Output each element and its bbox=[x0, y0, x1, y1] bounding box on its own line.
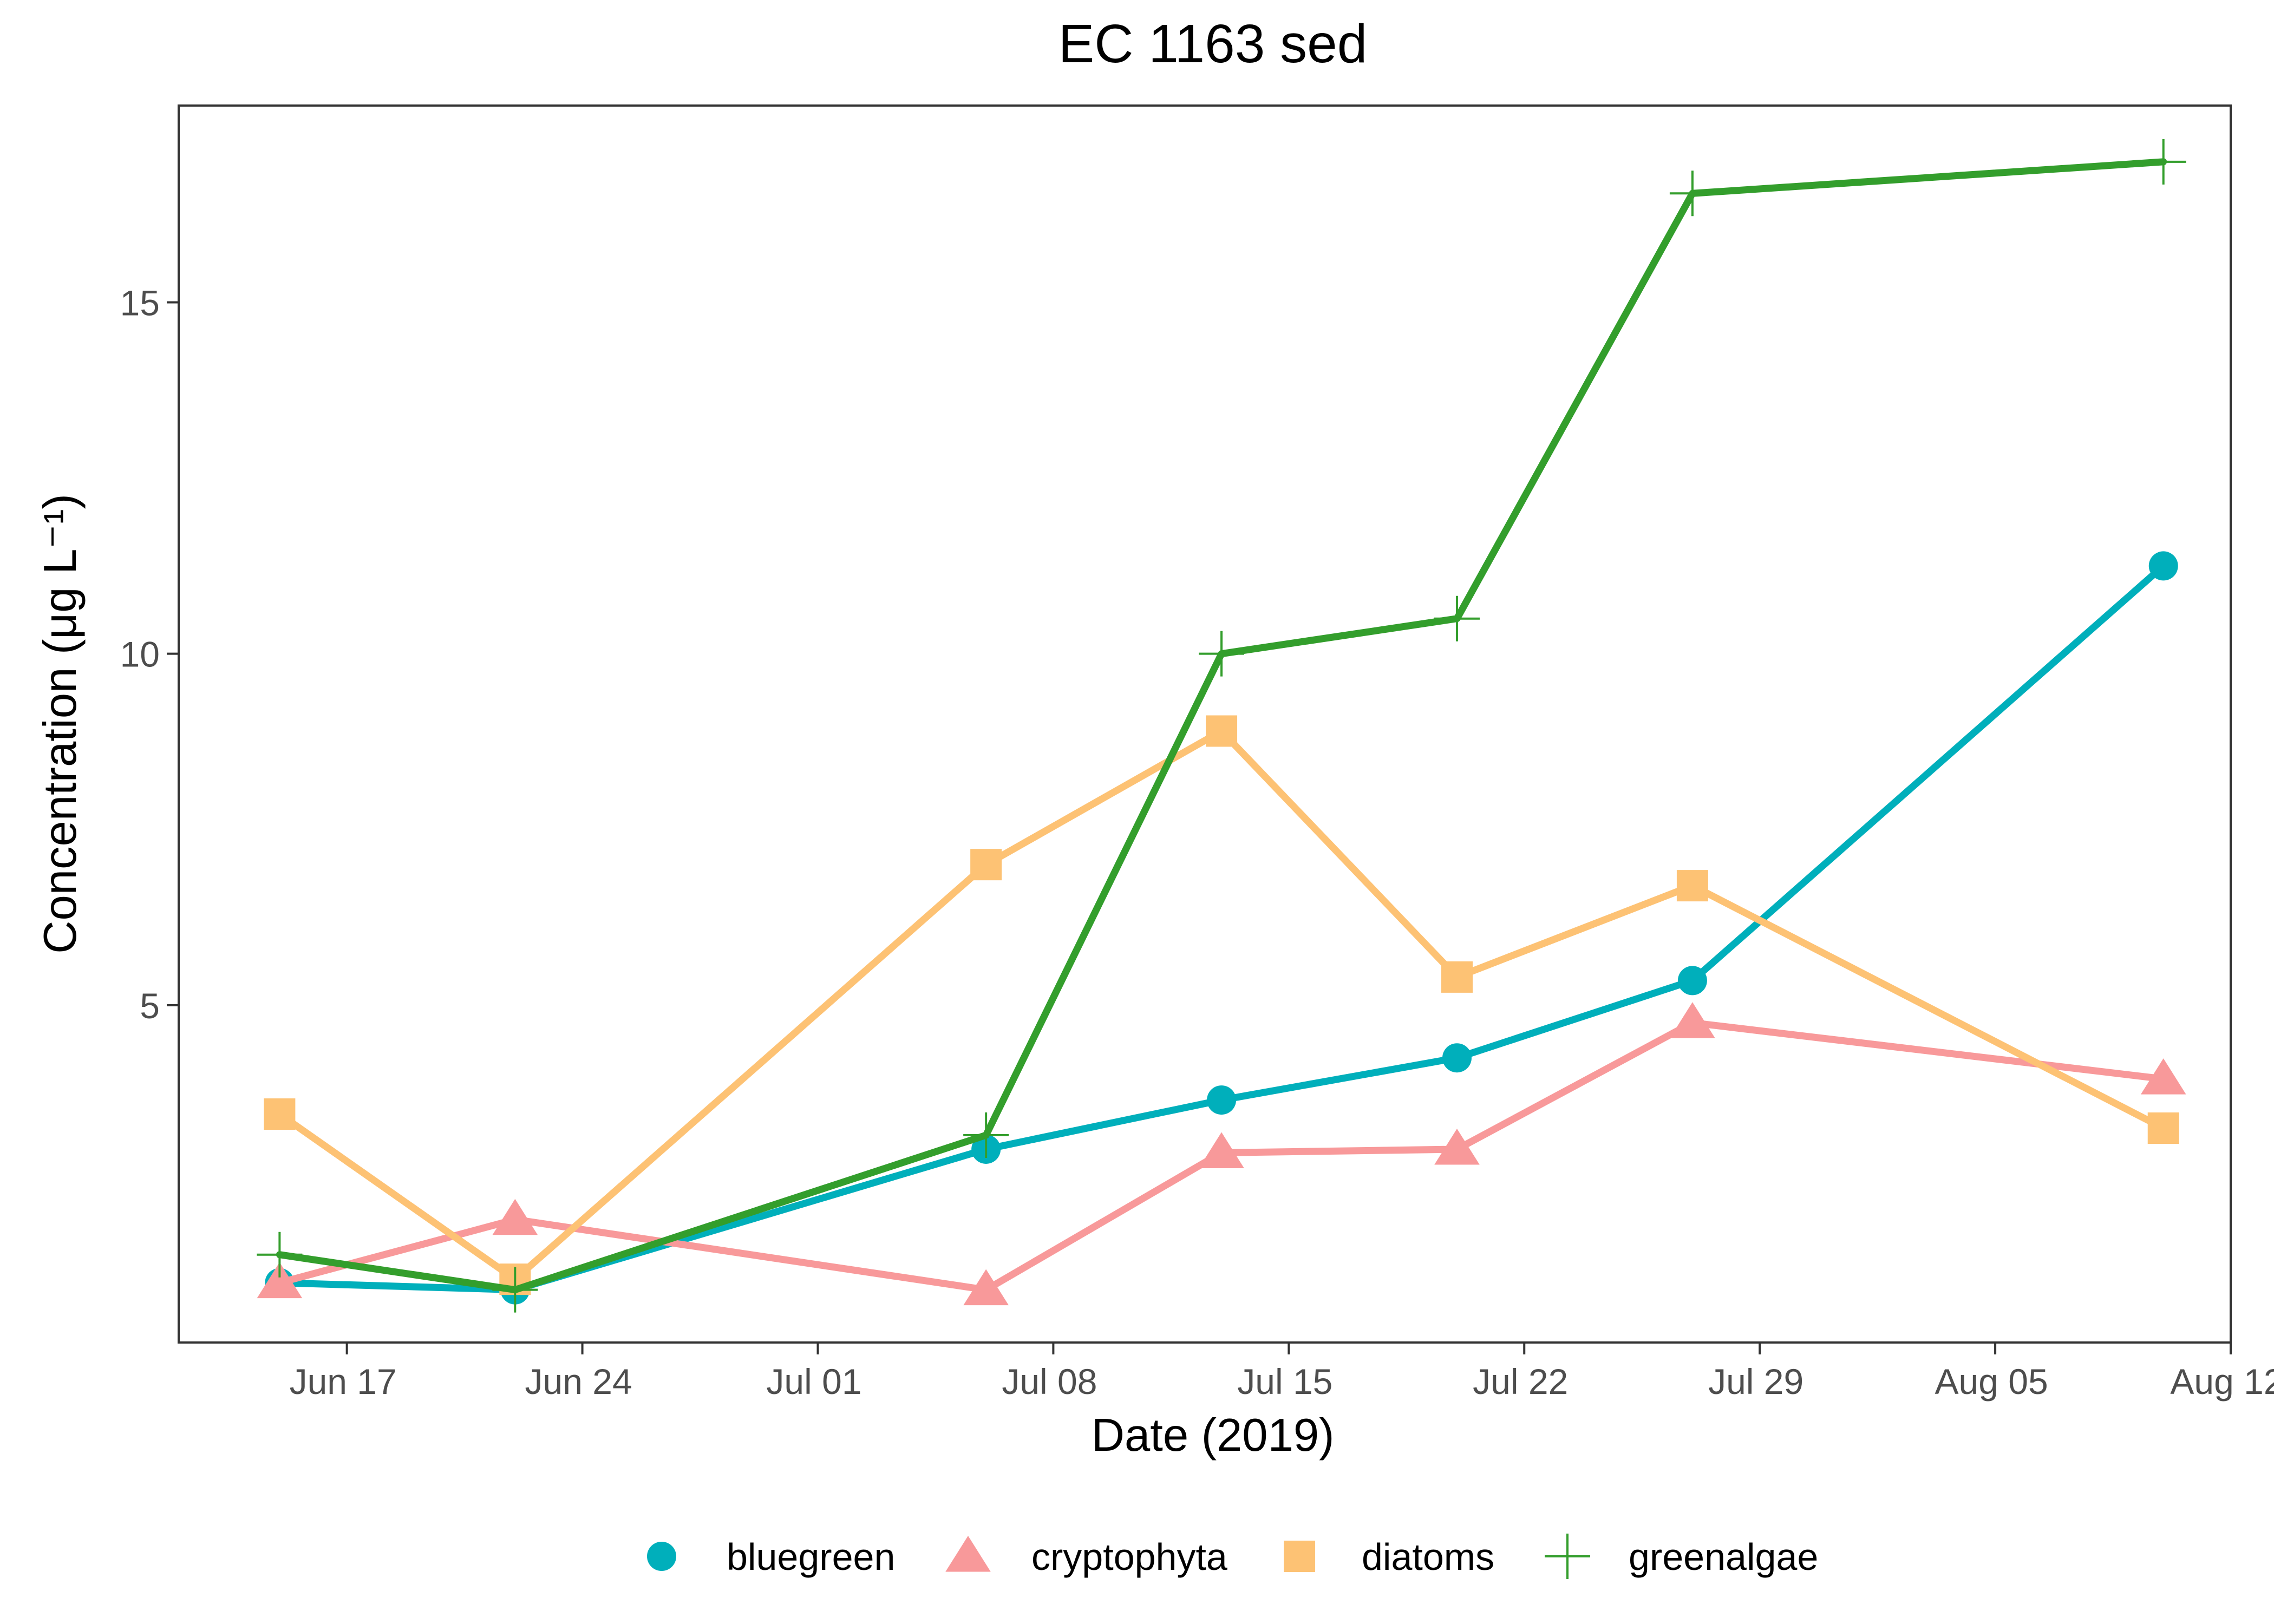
data-point-cryptophyta bbox=[257, 1262, 303, 1299]
x-tick-label: Jul 29 bbox=[1708, 1361, 1803, 1402]
data-point-diatoms bbox=[970, 849, 1002, 881]
data-point-cryptophyta bbox=[1670, 1002, 1715, 1038]
data-point-diatoms bbox=[1441, 961, 1473, 993]
y-tick-label: 15 bbox=[120, 283, 160, 323]
data-point-greenalgae bbox=[1669, 171, 1715, 217]
legend-key-diatoms bbox=[1284, 1541, 1315, 1572]
data-point-cryptophyta bbox=[2140, 1058, 2186, 1095]
data-point-greenalgae bbox=[1199, 631, 1245, 677]
legend-item-cryptophyta: cryptophyta bbox=[945, 1536, 1227, 1578]
data-point-diatoms bbox=[1676, 870, 1708, 902]
legend-label-diatoms: diatoms bbox=[1362, 1536, 1494, 1578]
legend-item-bluegreen: bluegreen bbox=[647, 1536, 895, 1578]
data-point-diatoms bbox=[264, 1098, 296, 1130]
data-point-cryptophyta bbox=[492, 1199, 538, 1235]
x-axis-label: Date (2019) bbox=[1092, 1410, 1335, 1461]
x-tick-label: Aug 12 bbox=[2170, 1361, 2274, 1402]
data-point-bluegreen bbox=[1442, 1043, 1472, 1073]
legend: bluegreen cryptophyta diatoms greenalgae bbox=[647, 1534, 1818, 1579]
data-point-diatoms bbox=[2147, 1112, 2179, 1144]
x-tick-label: Jul 01 bbox=[766, 1361, 861, 1402]
data-point-bluegreen bbox=[1207, 1085, 1237, 1115]
data-point-bluegreen bbox=[1677, 966, 1707, 996]
legend-item-greenalgae: greenalgae bbox=[1545, 1534, 1818, 1579]
data-point-diatoms bbox=[1206, 715, 1238, 747]
y-tick-label: 5 bbox=[140, 986, 160, 1026]
x-tick-label: Jul 15 bbox=[1237, 1361, 1332, 1402]
x-tick-label: Jul 22 bbox=[1473, 1361, 1568, 1402]
series-greenalgae bbox=[257, 139, 2186, 1313]
y-axis-label: Concentration (μg L⁻¹) bbox=[35, 494, 86, 954]
data-point-greenalgae bbox=[2140, 139, 2186, 185]
plot-area bbox=[178, 104, 2232, 1344]
x-tick-label: Jul 08 bbox=[1002, 1361, 1097, 1402]
x-tick-label: Jun 24 bbox=[525, 1361, 632, 1402]
chart-title: EC 1163 sed bbox=[1058, 14, 1368, 74]
data-point-greenalgae bbox=[1434, 595, 1480, 641]
legend-label-cryptophyta: cryptophyta bbox=[1031, 1536, 1227, 1578]
legend-key-greenalgae bbox=[1545, 1534, 1590, 1579]
data-point-greenalgae bbox=[963, 1112, 1009, 1158]
series-layer bbox=[257, 139, 2186, 1313]
x-tick-label: Aug 05 bbox=[1935, 1361, 2048, 1402]
x-tick-label: Jun 17 bbox=[290, 1361, 397, 1402]
legend-key-bluegreen bbox=[647, 1542, 676, 1571]
data-point-bluegreen bbox=[2148, 551, 2178, 581]
plot-panel-border bbox=[178, 104, 2232, 1344]
y-axis: 5 10 15 bbox=[120, 283, 179, 1026]
legend-label-greenalgae: greenalgae bbox=[1629, 1536, 1818, 1578]
data-point-greenalgae bbox=[257, 1232, 303, 1278]
x-axis: Jun 17 Jun 24 Jul 01 Jul 08 Jul 15 Jul 22 Jul … bbox=[290, 1343, 2274, 1402]
legend-key-cryptophyta bbox=[945, 1536, 991, 1572]
series-cryptophyta bbox=[257, 1002, 2186, 1306]
legend-label-bluegreen: bluegreen bbox=[727, 1536, 895, 1578]
legend-item-diatoms: diatoms bbox=[1284, 1536, 1494, 1578]
data-point-cryptophyta bbox=[1434, 1128, 1480, 1165]
data-point-greenalgae bbox=[492, 1267, 538, 1313]
data-point-cryptophyta bbox=[963, 1269, 1009, 1306]
data-point-cryptophyta bbox=[1199, 1132, 1244, 1168]
y-tick-label: 10 bbox=[120, 634, 160, 675]
